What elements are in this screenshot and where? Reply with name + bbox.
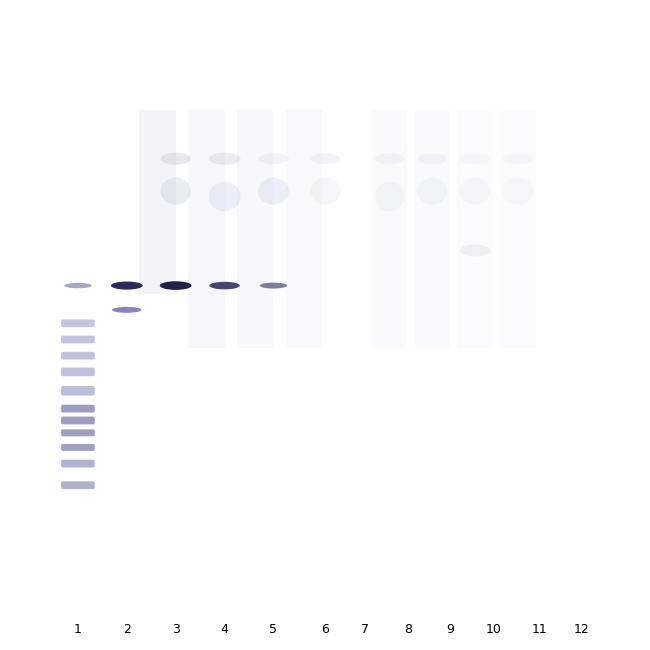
Text: 4: 4 (220, 623, 229, 636)
FancyBboxPatch shape (61, 352, 95, 359)
Text: 8: 8 (404, 623, 412, 636)
Text: 2: 2 (123, 623, 131, 636)
Ellipse shape (460, 244, 490, 257)
FancyBboxPatch shape (61, 460, 95, 467)
Ellipse shape (209, 182, 240, 211)
Bar (286, 111, 322, 348)
Text: 12: 12 (574, 623, 590, 636)
Ellipse shape (375, 153, 404, 164)
Ellipse shape (258, 177, 289, 205)
Bar (500, 111, 536, 348)
Text: 1: 1 (74, 623, 82, 636)
Ellipse shape (161, 153, 191, 164)
Bar (415, 111, 450, 348)
Ellipse shape (311, 177, 340, 205)
Text: 5: 5 (270, 623, 278, 636)
Ellipse shape (161, 177, 191, 205)
Ellipse shape (111, 281, 143, 290)
FancyBboxPatch shape (61, 368, 95, 376)
Bar (188, 111, 225, 348)
Text: 6: 6 (322, 623, 330, 636)
Bar (458, 111, 493, 348)
Ellipse shape (502, 177, 533, 205)
Text: 9: 9 (447, 623, 454, 636)
Text: 3: 3 (172, 623, 179, 636)
Text: 10: 10 (486, 623, 501, 636)
Bar (372, 111, 408, 348)
Ellipse shape (64, 283, 92, 289)
FancyBboxPatch shape (61, 481, 95, 489)
Ellipse shape (209, 282, 240, 289)
FancyBboxPatch shape (61, 335, 95, 343)
FancyBboxPatch shape (61, 430, 95, 436)
Ellipse shape (460, 177, 490, 205)
Ellipse shape (258, 153, 289, 164)
Ellipse shape (375, 182, 404, 211)
Ellipse shape (260, 283, 287, 289)
FancyBboxPatch shape (61, 417, 95, 424)
FancyBboxPatch shape (61, 386, 95, 396)
Ellipse shape (502, 153, 533, 164)
FancyBboxPatch shape (61, 444, 95, 451)
Ellipse shape (418, 177, 447, 205)
Ellipse shape (112, 307, 142, 313)
Text: 7: 7 (361, 623, 369, 636)
Ellipse shape (160, 281, 192, 290)
Ellipse shape (311, 153, 340, 164)
FancyBboxPatch shape (61, 405, 95, 413)
Ellipse shape (460, 153, 490, 164)
FancyBboxPatch shape (61, 319, 95, 327)
Ellipse shape (418, 153, 447, 164)
Ellipse shape (209, 153, 240, 164)
Bar (139, 111, 176, 294)
Text: 11: 11 (531, 623, 547, 636)
Bar (237, 111, 274, 348)
